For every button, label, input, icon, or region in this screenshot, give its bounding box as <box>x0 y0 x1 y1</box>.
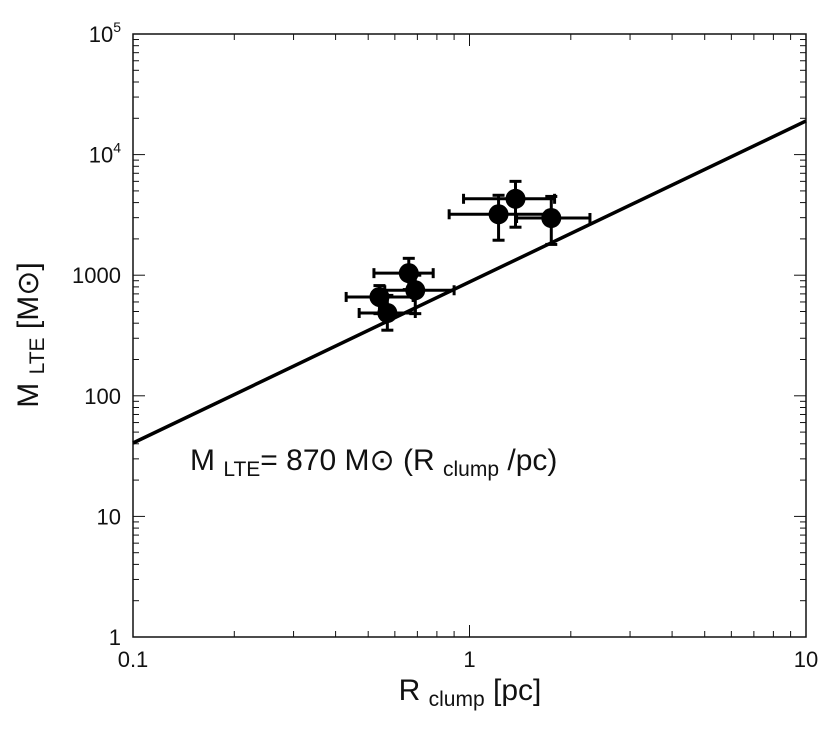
text-part: R <box>399 674 429 707</box>
tick-base: 10 <box>89 22 113 47</box>
subscript: clump <box>443 458 499 481</box>
data-point <box>488 204 509 225</box>
x-axis-label: R clump [pc] <box>399 674 542 711</box>
tick-exp: 5 <box>113 19 121 35</box>
text-part: /pc) <box>499 444 557 477</box>
y-tick-label: 1 <box>109 625 121 650</box>
tick-exp: 4 <box>113 140 121 156</box>
text-part: M <box>190 444 223 477</box>
text-part: M <box>12 374 45 407</box>
y-tick-label: 104 <box>89 140 121 168</box>
subscript: LTE <box>26 337 49 374</box>
data-point <box>541 208 562 229</box>
plot-frame <box>132 33 807 638</box>
data-point <box>405 280 426 301</box>
subscript: LTE <box>223 458 260 481</box>
text-part: = 870 M⊙ (R <box>260 444 443 477</box>
y-tick-label: 100 <box>84 384 121 409</box>
x-tick-label: 1 <box>463 647 475 672</box>
y-tick-label: 105 <box>89 19 121 47</box>
text-part: [M⊙] <box>12 262 45 337</box>
x-tick-label: 10 <box>794 647 818 672</box>
y-tick-label: 10 <box>97 504 121 529</box>
text-part: [pc] <box>485 674 542 707</box>
data-point <box>505 188 526 209</box>
y-tick-label: 1000 <box>72 263 121 288</box>
subscript: clump <box>429 688 485 711</box>
x-tick-label: 0.1 <box>118 647 149 672</box>
fit-line <box>132 119 807 445</box>
tick-base: 10 <box>89 143 113 168</box>
y-axis-label: M LTE [M⊙] <box>12 262 49 407</box>
fit-equation: M LTE= 870 M⊙ (R clump /pc) <box>190 444 557 481</box>
data-point <box>377 302 398 323</box>
